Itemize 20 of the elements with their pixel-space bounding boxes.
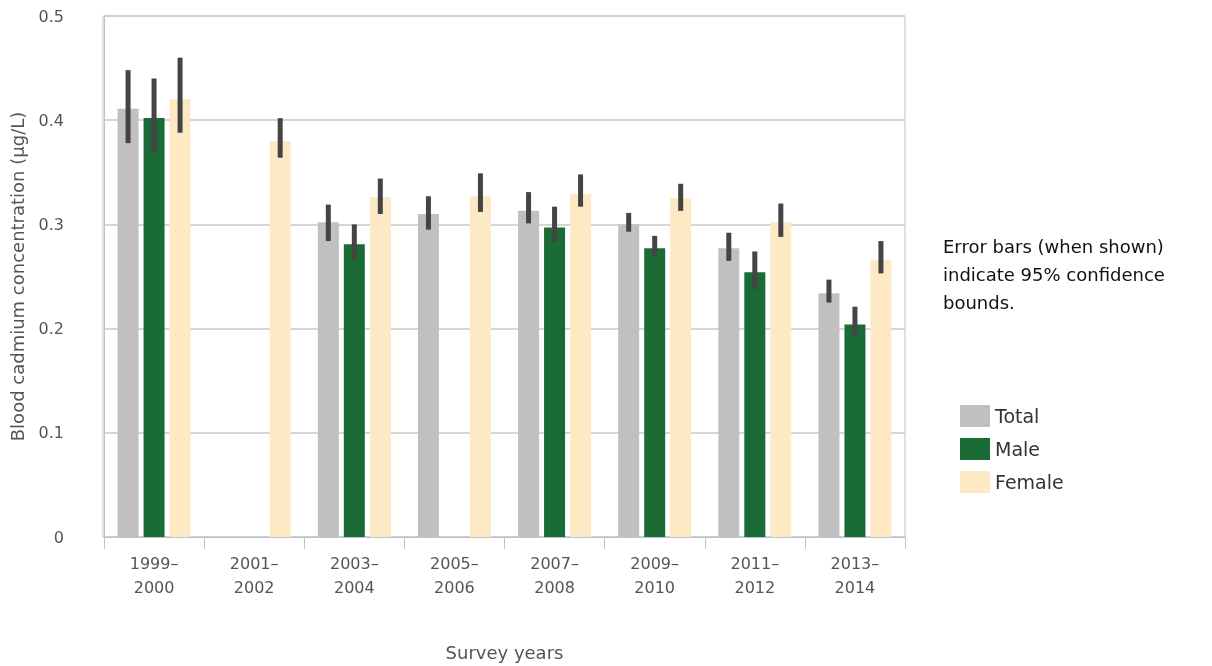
text: Error bars (when shown) indicate 95% confidence bounds. — [943, 235, 1171, 313]
y-tick-label: 0 — [53, 527, 64, 547]
x-tick-label: 2009–2010 — [630, 553, 680, 597]
x-tick-label: 2011–2012 — [730, 553, 780, 597]
x-tick-label: 2013–2014 — [830, 553, 880, 597]
x-tick-label: 2005–2006 — [430, 553, 479, 597]
y-tick-label: 0.4 — [38, 110, 64, 130]
y-tick-label: 0.5 — [38, 6, 64, 26]
y-tick-label: 0.2 — [38, 319, 64, 339]
legend-label: Female — [995, 471, 1064, 493]
x-tick-label: 2003–2004 — [329, 553, 379, 597]
x-tick-label: 2007–2008 — [530, 553, 579, 597]
x-tick-label: 1999–2000 — [129, 553, 179, 597]
x-axis-title: Survey years — [445, 641, 564, 663]
legend-label: Total — [994, 405, 1040, 427]
y-tick-label: 0.3 — [38, 214, 64, 234]
y-tick-label: 0.1 — [38, 423, 64, 443]
legend-label: Male — [995, 438, 1041, 460]
y-axis-title: Blood cadmium concentration (µg/L) — [6, 111, 28, 442]
x-tick-label: 2001–2002 — [229, 553, 279, 597]
